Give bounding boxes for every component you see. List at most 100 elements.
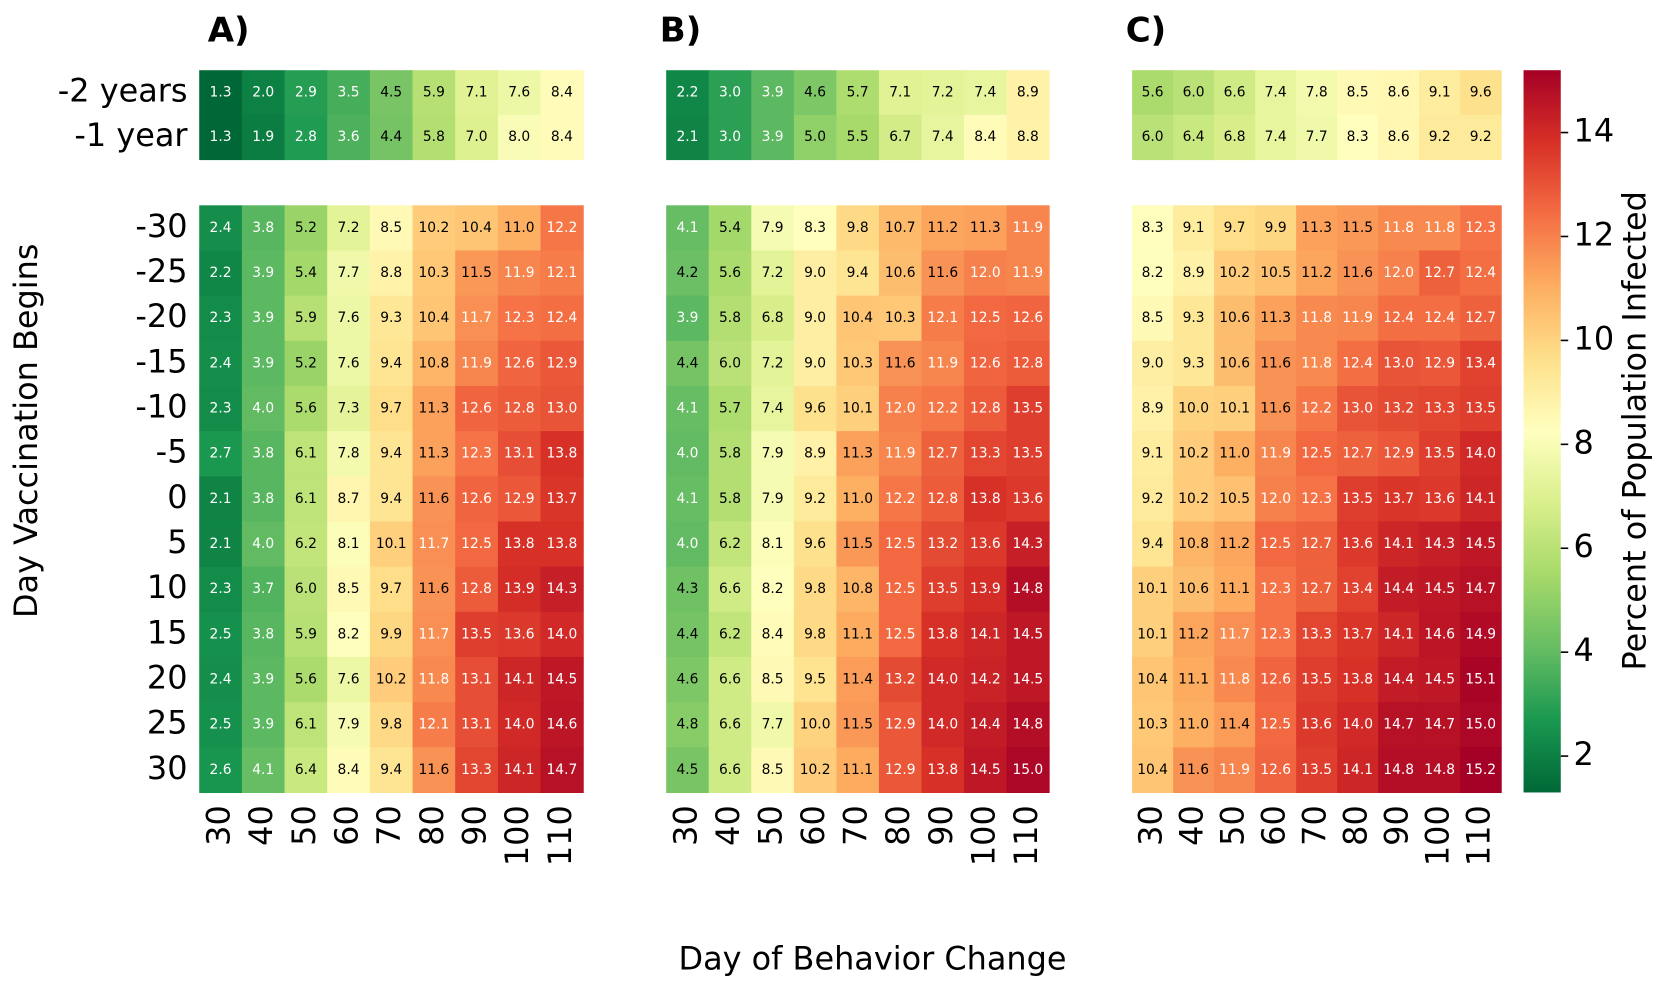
heat-cell <box>369 611 414 658</box>
heat-cell <box>497 340 542 387</box>
heat-cell <box>327 114 371 161</box>
heat-cell <box>1378 205 1420 251</box>
heat-cell <box>836 114 880 161</box>
heat-cell <box>455 476 499 522</box>
heat-cell <box>836 340 880 387</box>
cell-label: 11.8 <box>1301 355 1332 371</box>
cell-label: 12.9 <box>885 762 916 778</box>
cell-label: 4.0 <box>252 536 274 552</box>
cell-label: 9.3 <box>1183 355 1205 371</box>
heat-cell <box>540 611 584 658</box>
cell-label: 7.4 <box>974 85 996 101</box>
cell-label: 9.2 <box>1429 129 1451 145</box>
heat-cell <box>199 656 243 703</box>
cell-label: 13.5 <box>1465 401 1496 417</box>
y-tick-label: -30 <box>135 207 187 245</box>
heat-cell <box>284 295 328 342</box>
heat-cell <box>369 476 414 522</box>
heat-cell <box>964 70 1008 116</box>
heat-cell <box>1173 114 1215 161</box>
heat-cell <box>964 476 1008 522</box>
cell-label: 12.4 <box>1342 355 1373 371</box>
cell-label: 11.8 <box>419 672 450 688</box>
heat-cell <box>327 702 371 748</box>
cell-label: 2.1 <box>676 129 698 145</box>
heat-cell <box>497 702 542 748</box>
x-tick-label: 60 <box>328 805 366 846</box>
cell-label: 7.8 <box>338 446 360 462</box>
heat-cell <box>497 611 542 658</box>
cell-label: 3.9 <box>762 85 784 101</box>
heat-cell <box>1460 521 1502 568</box>
heat-cell <box>412 566 456 613</box>
heat-cell <box>666 114 710 161</box>
cell-label: 13.8 <box>547 446 578 462</box>
heat-cell <box>241 114 286 161</box>
cell-label: 12.9 <box>1424 355 1455 371</box>
cell-label: 8.4 <box>551 85 573 101</box>
cell-label: 12.5 <box>1260 536 1291 552</box>
heat-cell <box>284 70 328 116</box>
heat-cell <box>1419 476 1461 522</box>
heat-cell <box>751 70 795 116</box>
heat-cell <box>921 611 965 658</box>
cell-label: 11.6 <box>419 491 450 507</box>
heat-cell <box>1419 340 1461 387</box>
heat-cell <box>412 702 456 748</box>
cell-label: 2.6 <box>210 762 232 778</box>
heat-cell <box>1337 250 1379 297</box>
heat-cell <box>1255 566 1297 613</box>
x-tick-label: 40 <box>709 805 747 846</box>
cell-label: 7.2 <box>338 220 360 236</box>
cell-label: 11.7 <box>461 310 492 326</box>
cell-label: 11.2 <box>1219 536 1250 552</box>
heat-cell <box>751 747 795 793</box>
y-axis-label: Day Vaccination Begins <box>7 244 45 619</box>
heat-cell <box>878 521 923 568</box>
heat-cell <box>836 656 880 703</box>
x-tick-label: 100 <box>964 805 1002 866</box>
heat-cell <box>708 566 752 613</box>
cell-label: 10.1 <box>376 536 407 552</box>
heat-cell <box>1460 611 1502 658</box>
heat-cell <box>199 70 243 116</box>
heat-cell <box>666 656 710 703</box>
heat-cell <box>708 70 752 116</box>
cell-label: 14.6 <box>547 717 578 733</box>
y-tick-label: 10 <box>147 568 188 606</box>
y-tick-label: -1 year <box>74 116 188 154</box>
heat-cell <box>921 205 965 251</box>
heat-cell <box>327 656 371 703</box>
heat-cell <box>708 114 752 161</box>
heat-cell <box>1296 656 1338 703</box>
heat-cell <box>666 295 710 342</box>
heat-cell <box>878 385 923 432</box>
heat-cell <box>1173 656 1215 703</box>
heat-cell <box>1132 476 1174 522</box>
heat-cell <box>921 114 965 161</box>
cell-label: 8.8 <box>1017 129 1039 145</box>
cell-label: 6.4 <box>1183 129 1205 145</box>
cell-label: 11.0 <box>842 491 873 507</box>
cell-label: 7.2 <box>762 355 784 371</box>
cell-label: 13.5 <box>1301 672 1332 688</box>
cell-label: 10.1 <box>1219 401 1250 417</box>
cell-label: 12.2 <box>1301 401 1332 417</box>
heat-cell <box>1006 476 1050 522</box>
cell-label: 4.1 <box>676 220 698 236</box>
heat-cell <box>455 656 499 703</box>
cell-label: 6.2 <box>719 626 741 642</box>
heat-cell <box>1173 702 1215 748</box>
cell-label: 5.9 <box>295 310 317 326</box>
heat-cell <box>1378 340 1420 387</box>
cell-label: 8.6 <box>1388 129 1410 145</box>
heat-cell <box>1337 521 1379 568</box>
heat-cell <box>199 114 243 161</box>
cell-label: 6.6 <box>719 581 741 597</box>
heat-cell <box>1132 656 1174 703</box>
cell-label: 9.2 <box>804 491 826 507</box>
cell-label: 6.2 <box>295 536 317 552</box>
cell-label: 8.4 <box>974 129 996 145</box>
heat-cell <box>1255 114 1297 161</box>
cell-label: 1.9 <box>252 129 274 145</box>
